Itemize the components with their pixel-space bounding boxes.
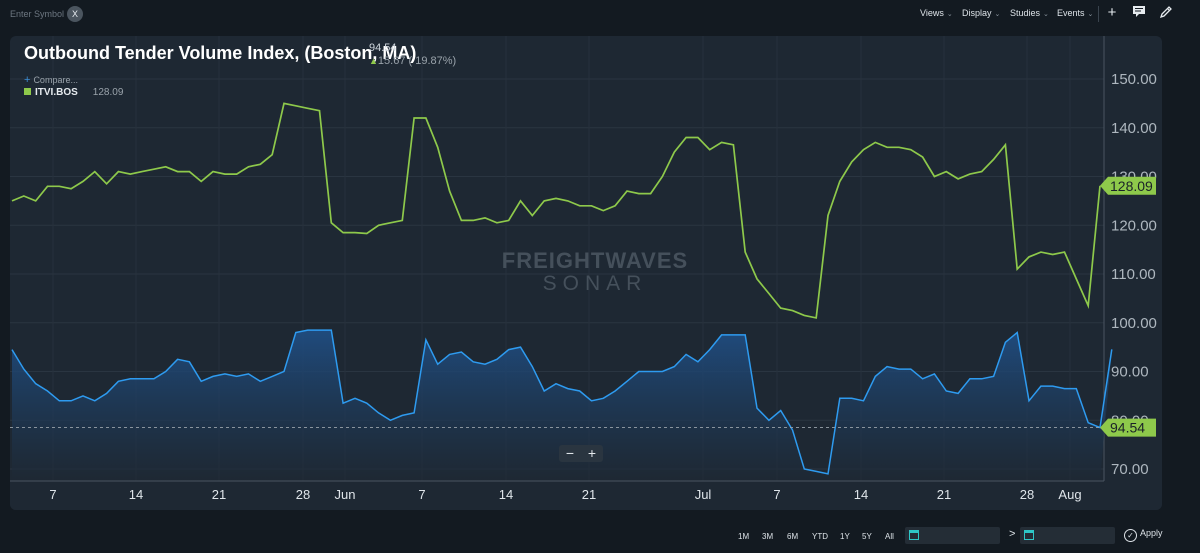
- x-tick-label: Jul: [695, 487, 712, 502]
- up-arrow-icon: ▲: [369, 56, 378, 66]
- x-tick-label: 7: [418, 487, 425, 502]
- apply-button[interactable]: ✓ Apply: [1124, 528, 1163, 542]
- legend-swatch: [24, 88, 31, 95]
- range-all-button[interactable]: All: [885, 532, 894, 541]
- start-date-field[interactable]: [905, 527, 1000, 544]
- change-value: ▲15.67 ( 19.87%): [369, 55, 456, 67]
- views-menu-label: Views: [920, 8, 944, 18]
- y-tick-label: 140.00: [1111, 120, 1157, 137]
- series-line-otvi-bos: [11, 329, 1113, 475]
- legend-value: 128.09: [92, 87, 124, 98]
- chevron-down-icon: ⌄: [1087, 11, 1094, 18]
- x-tick-label: 14: [129, 487, 143, 502]
- date-separator: >: [1009, 528, 1016, 540]
- display-menu[interactable]: Display ⌄: [962, 8, 1000, 18]
- display-menu-label: Display: [962, 8, 992, 18]
- toolbar-divider: [1098, 6, 1099, 22]
- x-tick-label: 21: [212, 487, 226, 502]
- events-menu-label: Events: [1057, 8, 1085, 18]
- chevron-down-icon: ⌄: [1043, 11, 1049, 18]
- zoom-controls: − +: [559, 445, 603, 462]
- last-value: 94.54: [369, 42, 397, 54]
- x-tick-label: 28: [1020, 487, 1034, 502]
- range-1y-button[interactable]: 1Y: [840, 532, 850, 541]
- calendar-icon: [909, 530, 919, 540]
- end-date-field[interactable]: [1020, 527, 1115, 544]
- series-line-itvi-bos: [11, 102, 1101, 319]
- x-tick-label: 21: [937, 487, 951, 502]
- events-menu[interactable]: Events ⌄: [1057, 8, 1093, 18]
- toolbar: Enter Symbol X Views ⌄ Display ⌄ Studies ⌄ …: [0, 0, 1200, 28]
- series-area-otvi-bos: [12, 330, 1112, 481]
- symbol-input[interactable]: Enter Symbol: [10, 9, 65, 19]
- y-tick-label: 100.00: [1111, 315, 1157, 332]
- calendar-icon: [1024, 530, 1034, 540]
- studies-menu-label: Studies: [1010, 8, 1041, 18]
- otvi-last-badge-label: 94.54: [1110, 420, 1145, 436]
- y-tick-label: 90.00: [1111, 364, 1149, 381]
- check-icon: ✓: [1124, 529, 1137, 542]
- range-1m-button[interactable]: 1M: [738, 532, 750, 541]
- compare-label: Compare...: [33, 75, 78, 85]
- change-text: 15.67 ( 19.87%): [377, 55, 457, 67]
- x-tick-label: 14: [499, 487, 513, 502]
- chart-canvas[interactable]: 150.00140.00130.00120.00110.00100.0090.0…: [10, 36, 1162, 510]
- x-tick-label: Aug: [1058, 487, 1081, 502]
- range-6m-button[interactable]: 6M: [787, 532, 799, 541]
- range-bar: [0, 520, 1200, 553]
- x-tick-label: 7: [773, 487, 780, 502]
- views-menu[interactable]: Views ⌄: [920, 8, 953, 18]
- comment-icon[interactable]: [1131, 5, 1147, 21]
- y-tick-label: 120.00: [1111, 217, 1157, 234]
- x-tick-label: 7: [49, 487, 56, 502]
- y-tick-label: 150.00: [1111, 71, 1157, 88]
- chevron-down-icon: ⌄: [946, 11, 953, 18]
- compare-button[interactable]: + Compare...: [24, 74, 78, 86]
- x-tick-label: Jun: [335, 487, 356, 502]
- clear-symbol-button[interactable]: X: [67, 6, 83, 22]
- y-tick-label: 70.00: [1111, 461, 1149, 478]
- apply-label: Apply: [1140, 528, 1163, 538]
- x-tick-label: 21: [582, 487, 596, 502]
- itvi-last-badge: [1100, 176, 1156, 195]
- draw-pencil-icon[interactable]: [1158, 5, 1174, 21]
- legend-symbol: ITVI.BOS: [35, 87, 78, 98]
- studies-menu[interactable]: Studies ⌄: [1010, 8, 1049, 18]
- chart-title: Outbound Tender Volume Index, (Boston, M…: [24, 43, 417, 63]
- zoom-out-button[interactable]: −: [565, 445, 575, 461]
- plus-icon: +: [24, 74, 31, 86]
- zoom-in-button[interactable]: +: [587, 445, 597, 461]
- range-3m-button[interactable]: 3M: [762, 532, 774, 541]
- x-axis-strip: [10, 481, 1162, 510]
- legend-itvi-bos[interactable]: ITVI.BOS 128.09: [24, 87, 123, 98]
- x-tick-label: 28: [296, 487, 310, 502]
- chart-area[interactable]: 150.00140.00130.00120.00110.00100.0090.0…: [10, 36, 1162, 510]
- otvi-last-badge: [1100, 418, 1156, 437]
- x-tick-label: 14: [854, 487, 868, 502]
- y-tick-label: 110.00: [1111, 266, 1156, 283]
- range-ytd-button[interactable]: YTD: [812, 532, 828, 541]
- chevron-down-icon: ⌄: [994, 11, 1001, 18]
- itvi-last-badge-label: 128.09: [1110, 178, 1153, 194]
- range-5y-button[interactable]: 5Y: [862, 532, 872, 541]
- crosshair-icon[interactable]: +: [1107, 4, 1117, 21]
